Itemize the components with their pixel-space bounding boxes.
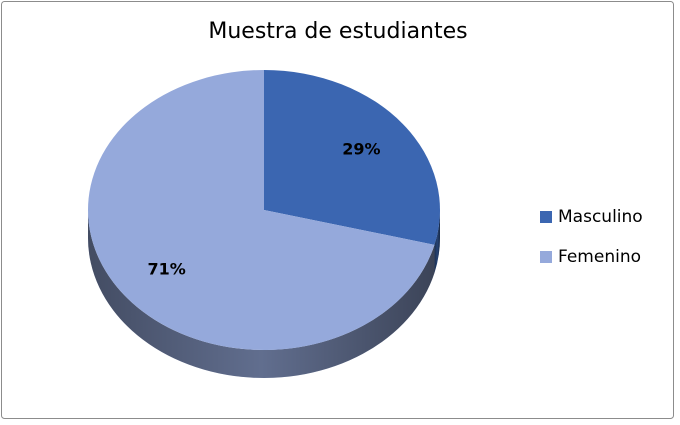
legend-swatch: [540, 251, 552, 263]
slice: [88, 70, 435, 350]
legend: Masculino Femenino: [540, 207, 643, 267]
slice-side-shade: [88, 210, 435, 379]
value-label: 29%: [342, 139, 380, 158]
slice-side-shade: [434, 210, 440, 273]
legend-label: Masculino: [558, 207, 643, 227]
pie: 29% 71%: [88, 70, 441, 379]
legend-swatch: [540, 211, 552, 223]
legend-label: Femenino: [558, 247, 641, 267]
value-label: 71%: [148, 260, 186, 279]
chart-title: Muestra de estudiantes: [208, 19, 467, 44]
slice: [264, 70, 441, 245]
